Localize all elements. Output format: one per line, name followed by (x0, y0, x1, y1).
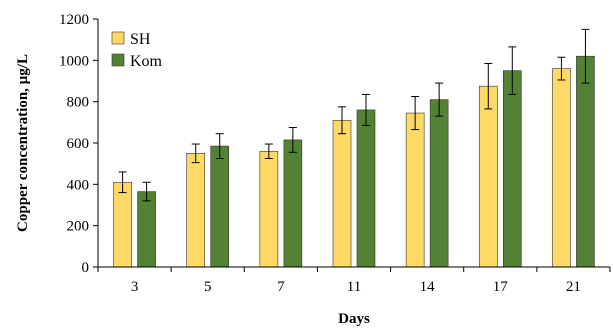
error-bar-kom-day-21 (581, 28, 590, 84)
bar-kom-day-21 (576, 55, 595, 268)
legend-label-kom: Kom (130, 53, 163, 70)
y-axis-title: Copper concentration, µg/L (15, 54, 31, 232)
bars (113, 55, 595, 268)
error-bar-kom-day-14 (435, 82, 444, 117)
error-bar-sh-day-14 (411, 96, 420, 131)
y-tick-label: 800 (67, 95, 90, 111)
error-bar-kom-day-7 (288, 127, 297, 153)
x-tick-label: 7 (277, 279, 285, 295)
legend-swatch-kom (111, 53, 125, 67)
bar-sh-day-3 (113, 181, 132, 268)
x-tick-label: 17 (493, 279, 509, 295)
x-tick-label: 21 (566, 279, 581, 295)
error-bar-kom-day-3 (142, 181, 151, 202)
legend-swatch-sh (111, 31, 125, 45)
error-bar-sh-day-3 (118, 171, 127, 194)
error-bars (118, 28, 590, 202)
y-tick-label: 1000 (59, 53, 89, 69)
bar-kom-day-7 (283, 139, 303, 268)
error-bar-sh-day-17 (484, 62, 493, 110)
legend-label-sh: SH (130, 31, 151, 48)
y-tick-label: 200 (67, 219, 90, 235)
bar-kom-day-14 (429, 99, 449, 268)
bar-sh-day-14 (405, 112, 425, 268)
x-axis-ticks: 3 5 7 11 14 17 21 (97, 267, 611, 295)
bar-kom-day-17 (502, 70, 522, 268)
y-tick-label: 400 (67, 177, 90, 193)
y-tick-label: 1200 (59, 12, 89, 28)
bar-sh-day-21 (552, 68, 571, 268)
bar-kom-day-11 (356, 109, 376, 268)
error-bar-sh-day-7 (264, 143, 273, 159)
x-tick-label: 11 (347, 279, 361, 295)
bar-sh-day-17 (478, 85, 498, 268)
error-bar-kom-day-5 (215, 133, 224, 159)
x-tick-label: 5 (204, 279, 212, 295)
error-bar-kom-day-11 (362, 93, 370, 126)
bar-sh-day-5 (186, 153, 206, 268)
bar-sh-day-11 (332, 119, 352, 268)
x-axis-title: Days (338, 311, 370, 327)
bar-sh-day-7 (259, 150, 279, 268)
x-tick-label: 14 (420, 279, 436, 295)
x-tick-label: 3 (131, 279, 139, 295)
y-axis-ticks: 0 200 400 600 800 1000 1200 (59, 12, 98, 276)
error-bar-sh-day-21 (557, 56, 566, 81)
error-bar-kom-day-17 (508, 46, 517, 95)
bar-kom-day-5 (210, 145, 230, 268)
error-bar-sh-day-11 (338, 106, 346, 135)
bar-kom-day-3 (137, 191, 156, 268)
y-tick-label: 0 (82, 260, 90, 276)
y-tick-label: 600 (67, 136, 90, 152)
legend: SH Kom (111, 31, 163, 70)
error-bar-sh-day-5 (191, 143, 200, 164)
